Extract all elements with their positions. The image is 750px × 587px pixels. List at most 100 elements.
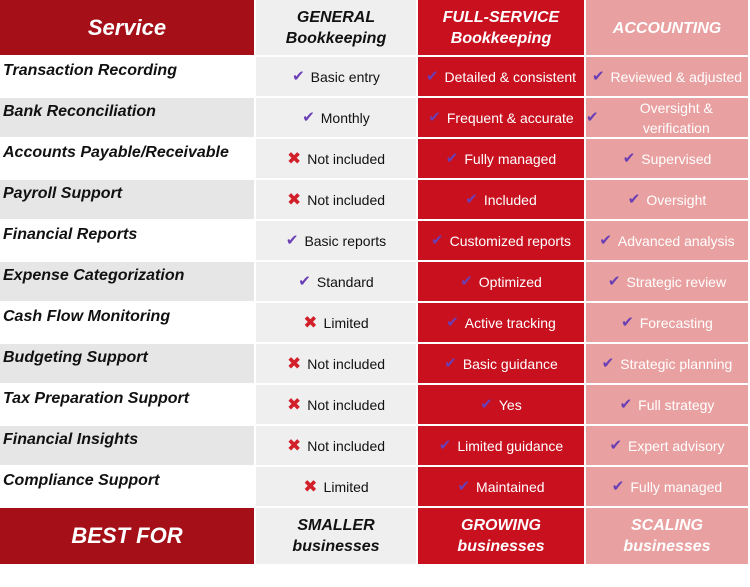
full-service-cell: ✔ Active tracking <box>418 303 586 344</box>
full-service-cell-text: Active tracking <box>464 314 556 331</box>
check-icon: ✔ <box>586 108 599 126</box>
check-icon: ✔ <box>302 108 315 126</box>
row-label: Expense Categorization <box>0 262 256 303</box>
general-cell-text: Not included <box>307 150 386 167</box>
full-service-cell-text: Limited guidance <box>457 437 564 454</box>
accounting-cell: ✔ Strategic planning <box>586 344 750 385</box>
check-icon: ✔ <box>292 67 305 85</box>
accounting-cell: ✔ Oversight <box>586 180 750 221</box>
header-full-line1: FULL-SERVICE <box>442 8 560 26</box>
check-icon: ✔ <box>428 108 441 126</box>
general-cell-text: Basic reports <box>304 232 387 249</box>
row-label: Transaction Recording <box>0 57 256 98</box>
accounting-cell-text: Supervised <box>641 150 712 167</box>
accounting-cell-text: Full strategy <box>638 396 715 413</box>
check-icon: ✔ <box>621 313 634 331</box>
accounting-cell-text: Strategic planning <box>620 355 733 372</box>
accounting-cell-text: Advanced analysis <box>617 232 735 249</box>
row-label: Payroll Support <box>0 180 256 221</box>
general-cell-text: Not included <box>307 437 386 454</box>
row-label-text: Cash Flow Monitoring <box>3 308 171 325</box>
row-label-text: Tax Preparation Support <box>3 390 190 407</box>
cross-icon: ✖ <box>286 394 302 414</box>
best-for-label: BEST FOR <box>0 508 256 566</box>
check-icon: ✔ <box>480 395 493 413</box>
check-icon: ✔ <box>438 436 452 454</box>
accounting-cell-text: Oversight <box>646 191 707 208</box>
general-cell-text: Limited <box>323 478 369 495</box>
best-for-full-service-line2: businesses <box>457 538 545 555</box>
general-cell: ✖ Not included <box>256 344 418 385</box>
check-icon: ✔ <box>599 231 612 249</box>
full-service-cell: ✔ Detailed & consistent <box>418 57 586 98</box>
header-general-line1: GENERAL <box>296 8 376 26</box>
general-cell: ✔ Standard <box>256 262 418 303</box>
row-label: Budgeting Support <box>0 344 256 385</box>
accounting-cell-text: Forecasting <box>639 314 713 331</box>
check-icon: ✔ <box>444 354 457 372</box>
row-label-text: Transaction Recording <box>3 62 177 79</box>
check-icon: ✔ <box>627 190 641 208</box>
check-icon: ✔ <box>445 149 459 167</box>
general-cell: ✖ Not included <box>256 426 418 467</box>
general-cell-text: Limited <box>323 314 369 331</box>
accounting-cell: ✔ Forecasting <box>586 303 750 344</box>
row-label: Financial Reports <box>0 221 256 262</box>
header-accounting-label: ACCOUNTING <box>612 20 722 37</box>
full-service-cell-text: Yes <box>498 396 522 413</box>
accounting-cell-text: Reviewed & adjusted <box>610 68 743 85</box>
full-service-cell: ✔ Included <box>418 180 586 221</box>
cross-icon: ✖ <box>303 476 318 496</box>
cross-icon: ✖ <box>303 312 318 332</box>
general-cell-text: Standard <box>316 273 374 290</box>
full-service-cell-text: Detailed & consistent <box>444 68 577 85</box>
general-cell: ✖ Not included <box>256 385 418 426</box>
check-icon: ✔ <box>285 231 299 249</box>
general-cell: ✖ Limited <box>256 303 418 344</box>
full-service-cell-text: Included <box>483 191 537 208</box>
check-icon: ✔ <box>591 67 605 85</box>
accounting-cell-text: Fully managed <box>630 478 723 495</box>
row-label: Bank Reconciliation <box>0 98 256 139</box>
full-service-cell-text: Optimized <box>478 273 542 290</box>
full-service-cell: ✔ Limited guidance <box>418 426 586 467</box>
check-icon: ✔ <box>611 477 625 495</box>
best-for-general-line1: SMALLER <box>297 517 375 534</box>
row-label-text: Financial Reports <box>3 226 138 243</box>
row-label-text: Bank Reconciliation <box>3 103 156 120</box>
cross-icon: ✖ <box>286 148 302 168</box>
row-label: Tax Preparation Support <box>0 385 256 426</box>
cross-icon: ✖ <box>286 189 302 209</box>
accounting-cell-text: Oversight & verification <box>639 99 713 136</box>
general-cell: ✖ Not included <box>256 139 418 180</box>
general-cell-text: Basic entry <box>310 68 380 85</box>
full-service-cell: ✔ Frequent & accurate <box>418 98 586 139</box>
accounting-cell: ✔ Supervised <box>586 139 750 180</box>
header-service: Service <box>0 0 256 57</box>
full-service-cell: ✔ Maintained <box>418 467 586 508</box>
check-icon: ✔ <box>465 190 478 208</box>
check-icon: ✔ <box>298 272 311 290</box>
best-for-accounting: SCALING businesses <box>586 508 750 566</box>
general-cell-text: Not included <box>307 396 386 413</box>
header-accounting: ACCOUNTING <box>586 0 750 57</box>
header-full-line2: Bookkeeping <box>450 29 552 47</box>
check-icon: ✔ <box>457 477 471 495</box>
general-cell-text: Monthly <box>320 109 370 126</box>
row-label-text: Budgeting Support <box>3 349 148 366</box>
accounting-cell-text: Strategic review <box>626 273 727 290</box>
full-service-cell: ✔ Optimized <box>418 262 586 303</box>
full-service-cell-text: Fully managed <box>464 150 557 167</box>
general-cell: ✖ Not included <box>256 180 418 221</box>
full-service-cell: ✔ Customized reports <box>418 221 586 262</box>
full-service-cell-text: Basic guidance <box>462 355 558 372</box>
general-cell-text: Not included <box>307 355 386 372</box>
accounting-cell: ✔ Fully managed <box>586 467 750 508</box>
full-service-cell: ✔ Basic guidance <box>418 344 586 385</box>
accounting-cell: ✔ Full strategy <box>586 385 750 426</box>
accounting-cell: ✔ Oversight & verification <box>586 98 750 139</box>
check-icon: ✔ <box>431 231 444 249</box>
best-for-accounting-line2: businesses <box>623 538 711 555</box>
full-service-cell-text: Customized reports <box>449 232 571 249</box>
